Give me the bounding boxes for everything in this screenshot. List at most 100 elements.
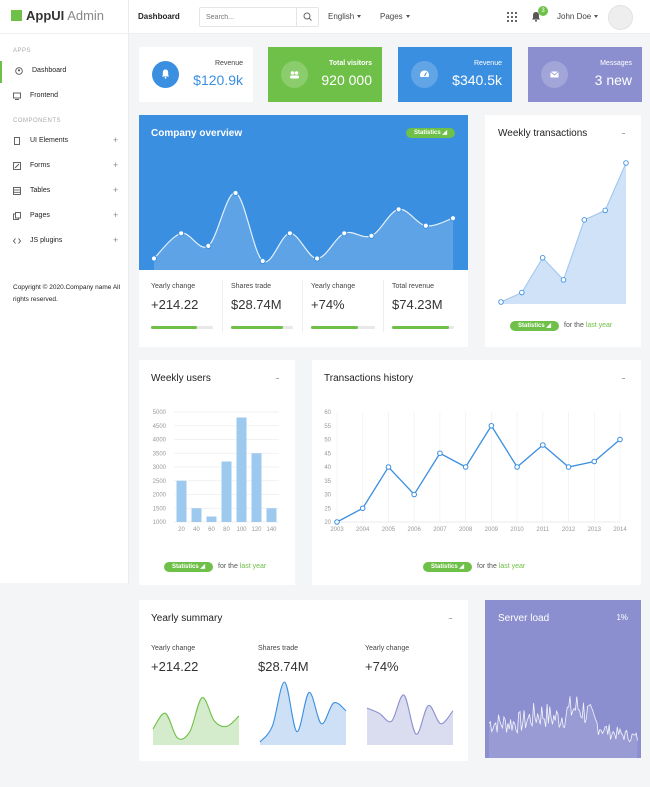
transactions-history-chart: 20 25 30 35 40 45 50 55 60 2003 2004 2005 2006 2007 20… [324,410,627,533]
tile-messages[interactable]: Messages 3 new [528,47,642,102]
y-tick-label: 2500 [153,479,167,485]
kpi-value: +214.22 [151,297,199,312]
x-tick-label: 40 [193,527,200,533]
summary-value: $28.74M [258,659,309,674]
sidebar-item-label: JS plugins [30,237,63,244]
overview-point [395,206,402,213]
summary-value: +74% [365,659,399,674]
tile-revenue[interactable]: Revenue $120.9k [139,47,253,102]
server-load-value: 1% [616,613,628,622]
brand[interactable]: AppUI Admin [0,0,129,34]
x-tick-label: 2011 [536,527,550,533]
statistics-badge-label: Statistics [414,130,441,136]
last-year-link[interactable]: last year [239,563,267,570]
weekly-transactions-point [519,289,525,296]
statistics-badge[interactable]: Statistics ◢ [164,562,213,572]
tile-revenue-2[interactable]: Revenue $340.5k [398,47,512,102]
sparkline-line [259,681,347,743]
avatar[interactable] [608,5,633,30]
bar [206,516,217,522]
sidebar-item-dashboard[interactable]: Dashboard [0,61,128,83]
user-menu[interactable]: John Doe [557,12,599,21]
summary-value: +214.22 [151,659,199,674]
overview-point [178,230,185,237]
weekly-transactions-chart [498,160,629,305]
y-tick-label: 3500 [153,451,167,457]
series-point [334,519,340,525]
expand-icon[interactable]: + [113,235,119,245]
kpi-value: +74% [311,297,345,312]
sidebar-item-label: Forms [30,162,50,169]
logo-icon [11,10,22,21]
brand-suffix: Admin [67,8,105,23]
kpi-label: Total revenue [392,283,435,290]
tile-value: 920 000 [321,72,372,88]
overview-point [449,215,457,222]
sidebar-item-tables[interactable]: Tables + [0,181,128,203]
kpi-value: $74.23M [392,297,443,312]
tile-value: $120.9k [193,72,243,88]
statistics-badge[interactable]: Statistics ◢ [510,321,559,331]
more-icon[interactable]: ... [448,612,453,621]
statistics-badge-label: Statistics [172,564,199,570]
kpi-progress [231,326,293,329]
more-icon[interactable]: ... [275,372,280,381]
x-tick-label: 2009 [485,527,499,533]
series-point [591,458,598,465]
search-button[interactable] [296,8,318,26]
overview-point [313,255,321,262]
card-yearly-summary: Yearly summary ... Yearly change +214.22… [139,600,468,761]
breadcrumb[interactable]: Dashboard [138,12,180,21]
gauge-icon [411,61,438,88]
card-company-overview: Company overview Statistics ◢ Yearly cha… [139,115,468,347]
card-title: Transactions history [324,373,414,384]
kpi-value: $28.74M [231,297,282,312]
copyright: Copyright © 2020.Company name All rights… [13,284,121,303]
y-tick-label: 2000 [153,493,167,499]
card-weekly-transactions: Weekly transactions ... Statistics ◢ for… [485,115,641,347]
sidebar-item-js-plugins[interactable]: JS plugins + [0,231,128,253]
y-tick-label: 1000 [153,520,167,526]
search-box [199,7,319,27]
series-point [617,436,623,443]
server-load-chart [488,696,638,758]
sidebar-item-ui-elements[interactable]: UI Elements + [0,131,128,153]
weekly-transactions-point [498,299,504,305]
overview-point [422,222,429,229]
statistics-badge[interactable]: Statistics ◢ [406,128,455,138]
expand-icon[interactable]: + [113,210,119,220]
statistics-badge[interactable]: Statistics ◢ [423,562,472,572]
overview-chart-panel: Company overview Statistics ◢ [139,115,468,270]
apps-grid-icon[interactable] [507,12,517,22]
sparkline-area [367,694,453,745]
more-icon[interactable]: ... [621,372,626,381]
footnote: for the last year [564,322,612,329]
expand-icon[interactable]: + [113,160,119,170]
last-year-link[interactable]: last year [498,563,526,570]
x-tick-label: 20 [178,527,185,533]
y-tick-label: 20 [324,520,331,526]
more-icon[interactable]: ... [621,127,626,136]
last-year-link[interactable]: last year [585,322,613,329]
users-icon [281,61,308,88]
tile-value: $340.5k [452,72,502,88]
search-input[interactable] [200,8,295,26]
expand-icon[interactable]: + [113,185,119,195]
y-tick-label: 40 [324,465,331,471]
pages-dropdown[interactable]: Pages [380,12,410,21]
y-tick-label: 3000 [153,465,167,471]
tile-label: Messages [600,60,632,67]
sidebar-item-pages[interactable]: Pages + [0,206,128,228]
expand-icon[interactable]: + [113,135,119,145]
series-point [565,464,572,470]
bell-icon [152,61,179,88]
sidebar-item-forms[interactable]: Forms + [0,156,128,178]
series-point [385,464,392,470]
card-server-load: Server load 1% [485,600,641,758]
sidebar-item-frontend[interactable]: Frontend [0,86,128,108]
weekly-transactions-point [581,217,588,223]
copy-icon [13,212,21,220]
bar [266,508,277,522]
language-dropdown[interactable]: English [328,12,362,21]
tile-total-visitors[interactable]: Total visitors 920 000 [268,47,382,102]
